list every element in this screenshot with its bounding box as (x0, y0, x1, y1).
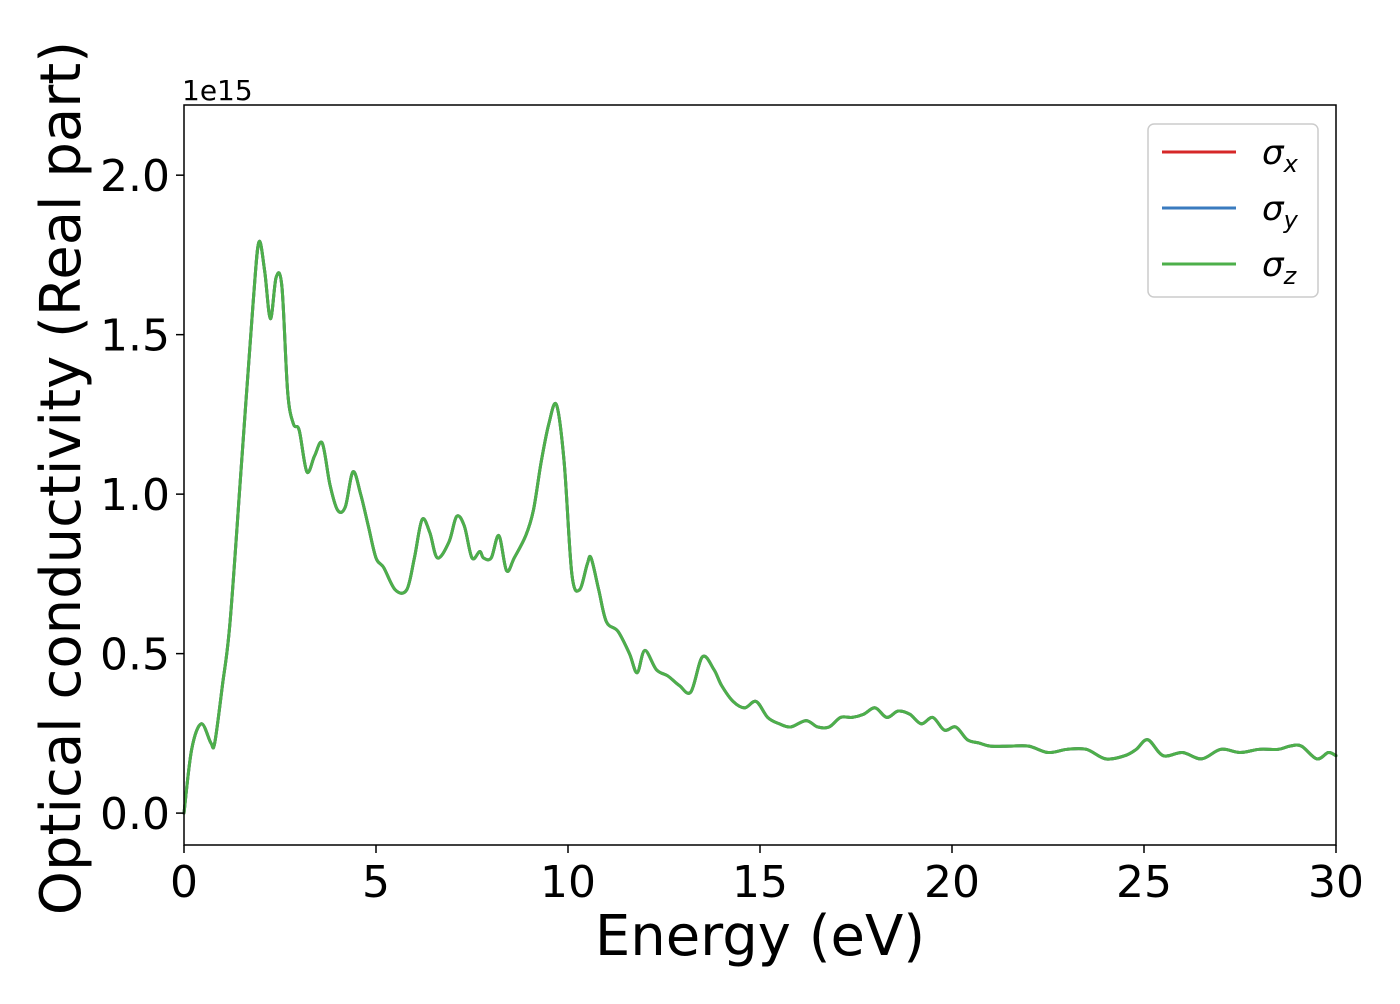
legend-box (1147, 123, 1319, 298)
series-line-z (182, 239, 1338, 815)
x-tick-label: 5 (362, 857, 390, 908)
y-axis-label: Optical conductivity (Real part) (29, 41, 94, 915)
series-layer (182, 239, 1338, 815)
x-axis-label: Energy (eV) (595, 904, 925, 969)
x-tick-label: 15 (732, 857, 788, 908)
y-tick-label: 0.0 (100, 789, 170, 840)
x-axis-ticks: 0 5 10 15 20 25 30 (170, 845, 1364, 908)
y-tick-label: 1.5 (100, 311, 170, 362)
y-offset-label: 1e15 (182, 74, 253, 107)
y-tick-label: 0.5 (100, 630, 170, 681)
series-line-y (182, 239, 1338, 815)
x-tick-label: 25 (1116, 857, 1172, 908)
series-line-x (182, 239, 1338, 815)
x-tick-label: 20 (924, 857, 980, 908)
x-tick-label: 0 (170, 857, 198, 908)
y-tick-label: 1.0 (100, 470, 170, 521)
x-tick-label: 30 (1308, 857, 1364, 908)
y-tick-label: 2.0 (100, 151, 170, 202)
y-axis-ticks: 0.0 0.5 1.0 1.5 2.0 (100, 151, 184, 840)
x-tick-label: 10 (540, 857, 596, 908)
